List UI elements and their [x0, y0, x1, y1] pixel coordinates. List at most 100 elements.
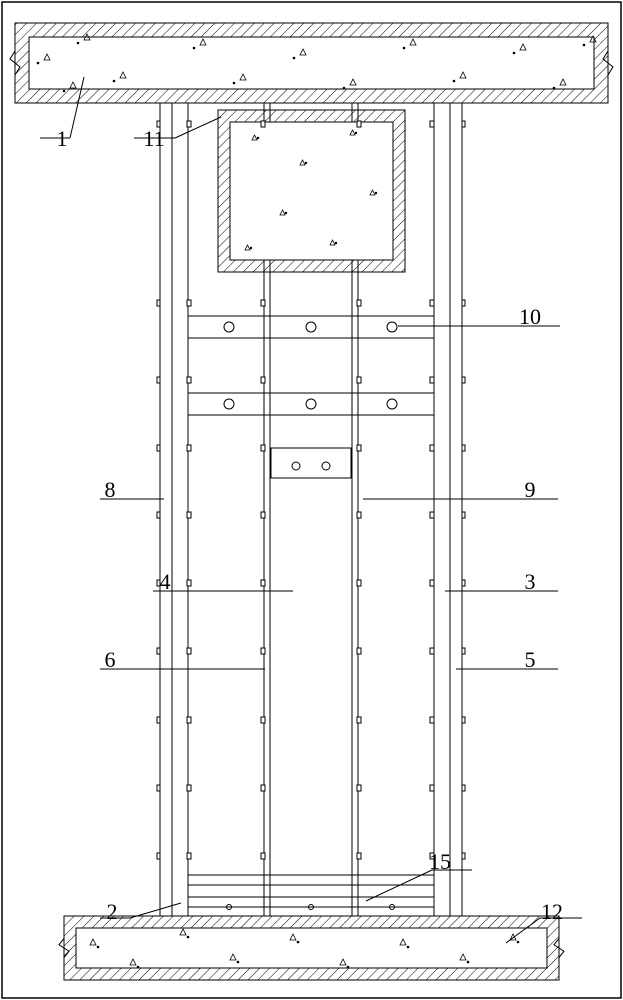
concrete-dot	[403, 47, 405, 49]
stud	[430, 512, 434, 518]
stud	[357, 717, 361, 723]
stud	[261, 717, 265, 723]
stud	[462, 121, 465, 127]
stud	[187, 580, 191, 586]
stud	[430, 717, 434, 723]
label-9: 9	[525, 477, 536, 502]
stud	[157, 445, 160, 451]
stud	[187, 648, 191, 654]
stud	[187, 121, 191, 127]
concrete-dot	[293, 57, 295, 59]
leader	[175, 117, 221, 138]
stud	[462, 717, 465, 723]
stud	[261, 853, 265, 859]
stud	[357, 853, 361, 859]
label-4: 4	[160, 569, 171, 594]
concrete-dot	[467, 961, 469, 963]
stud	[187, 300, 191, 306]
stud	[187, 445, 191, 451]
concrete-dot	[583, 44, 585, 46]
stud	[261, 785, 265, 791]
concrete-dot	[513, 52, 515, 54]
mid-plate	[271, 448, 351, 478]
label-12: 12	[541, 899, 563, 924]
stud	[261, 580, 265, 586]
label-5: 5	[525, 647, 536, 672]
stud	[462, 512, 465, 518]
stud	[430, 580, 434, 586]
stud	[261, 445, 265, 451]
stud	[157, 648, 160, 654]
label-8: 8	[105, 477, 116, 502]
label-2: 2	[107, 899, 118, 924]
concrete-dot	[63, 90, 65, 92]
stud	[261, 648, 265, 654]
concrete-dot	[343, 87, 345, 89]
stud	[357, 377, 361, 383]
stud	[462, 300, 465, 306]
bottom-beam-inner	[76, 928, 547, 968]
stud	[430, 377, 434, 383]
concrete-dot	[193, 47, 195, 49]
stud	[357, 121, 361, 127]
concrete-dot	[517, 941, 519, 943]
bolt-hole	[306, 322, 316, 332]
stud	[430, 121, 434, 127]
concrete-dot	[453, 80, 455, 82]
stud	[430, 648, 434, 654]
stud	[261, 300, 265, 306]
stud	[357, 445, 361, 451]
stud	[261, 121, 265, 127]
bolt-hole	[224, 399, 234, 409]
concrete-dot	[37, 62, 39, 64]
stud	[187, 512, 191, 518]
bolt-hole	[322, 462, 330, 470]
stud	[430, 445, 434, 451]
stud	[430, 300, 434, 306]
bottom-cross-plate	[188, 897, 434, 907]
bottom-cross-plate	[188, 875, 434, 885]
stud	[157, 512, 160, 518]
stud	[261, 512, 265, 518]
concrete-dot	[237, 961, 239, 963]
concrete-dot	[187, 936, 189, 938]
stud	[187, 717, 191, 723]
concrete-dot	[113, 80, 115, 82]
bolt-hole	[306, 399, 316, 409]
bolt-hole	[292, 462, 300, 470]
concrete-dot	[553, 87, 555, 89]
label-11: 11	[143, 126, 164, 151]
concrete-dot	[97, 946, 99, 948]
bolt-hole	[387, 322, 397, 332]
stud	[187, 377, 191, 383]
label-6: 6	[105, 647, 116, 672]
stud	[430, 785, 434, 791]
label-10: 10	[519, 304, 541, 329]
stud	[357, 785, 361, 791]
stud	[157, 300, 160, 306]
stud	[462, 445, 465, 451]
label-1: 1	[57, 126, 68, 151]
concrete-dot	[407, 946, 409, 948]
stud	[357, 580, 361, 586]
stud	[357, 648, 361, 654]
stud	[261, 377, 265, 383]
stud	[157, 853, 160, 859]
stud	[357, 300, 361, 306]
stud	[462, 580, 465, 586]
label-3: 3	[525, 569, 536, 594]
stud	[157, 785, 160, 791]
stud	[462, 853, 465, 859]
stud	[462, 785, 465, 791]
label-15: 15	[429, 849, 451, 874]
stud	[187, 785, 191, 791]
stud	[357, 512, 361, 518]
bolt-hole	[387, 399, 397, 409]
concrete-dot	[77, 42, 79, 44]
concrete-dot	[233, 82, 235, 84]
stud	[157, 377, 160, 383]
stud	[187, 853, 191, 859]
bolt-hole	[224, 322, 234, 332]
concrete-dot	[137, 966, 139, 968]
concrete-dot	[297, 941, 299, 943]
